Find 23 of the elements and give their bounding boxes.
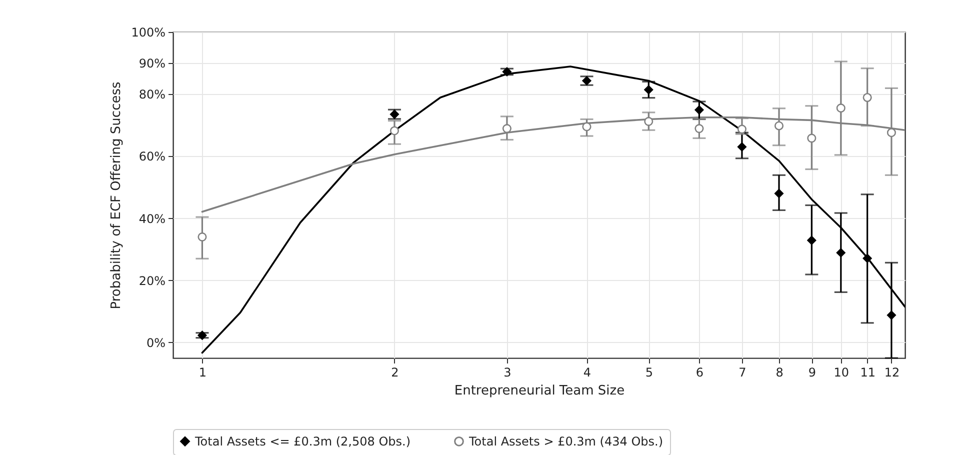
x-tick-label: 11 — [860, 366, 876, 380]
y-axis-title: Probability of ECF Offering Success — [109, 82, 124, 310]
x-tick-label: 3 — [504, 366, 512, 380]
y-tick-label: 0% — [146, 336, 166, 350]
x-tick-label: 1 — [198, 366, 207, 380]
x-tick-label: 10 — [834, 366, 850, 380]
x-tick-label: 6 — [696, 366, 704, 380]
x-axis-title: Entrepreneurial Team Size — [454, 384, 625, 398]
y-tick-label: 80% — [138, 88, 166, 102]
y-tick-label: 20% — [138, 274, 166, 288]
x-tick-label: 8 — [776, 366, 784, 380]
legend-label: Total Assets <= £0.3m (2,508 Obs.) — [194, 434, 411, 448]
x-tick-label: 5 — [645, 366, 653, 380]
x-tick-label: 2 — [391, 366, 399, 380]
y-tick-label: 100% — [131, 26, 166, 40]
y-tick-label: 60% — [138, 150, 166, 164]
legend-label: Total Assets > £0.3m (434 Obs.) — [468, 434, 664, 448]
x-tick-label: 4 — [583, 366, 592, 380]
y-tick-label: 90% — [138, 56, 166, 71]
y-tick-label: 40% — [138, 212, 166, 226]
x-tick-label: 7 — [738, 366, 746, 380]
x-tick-label: 12 — [884, 366, 900, 380]
x-tick-label: 9 — [808, 366, 816, 380]
